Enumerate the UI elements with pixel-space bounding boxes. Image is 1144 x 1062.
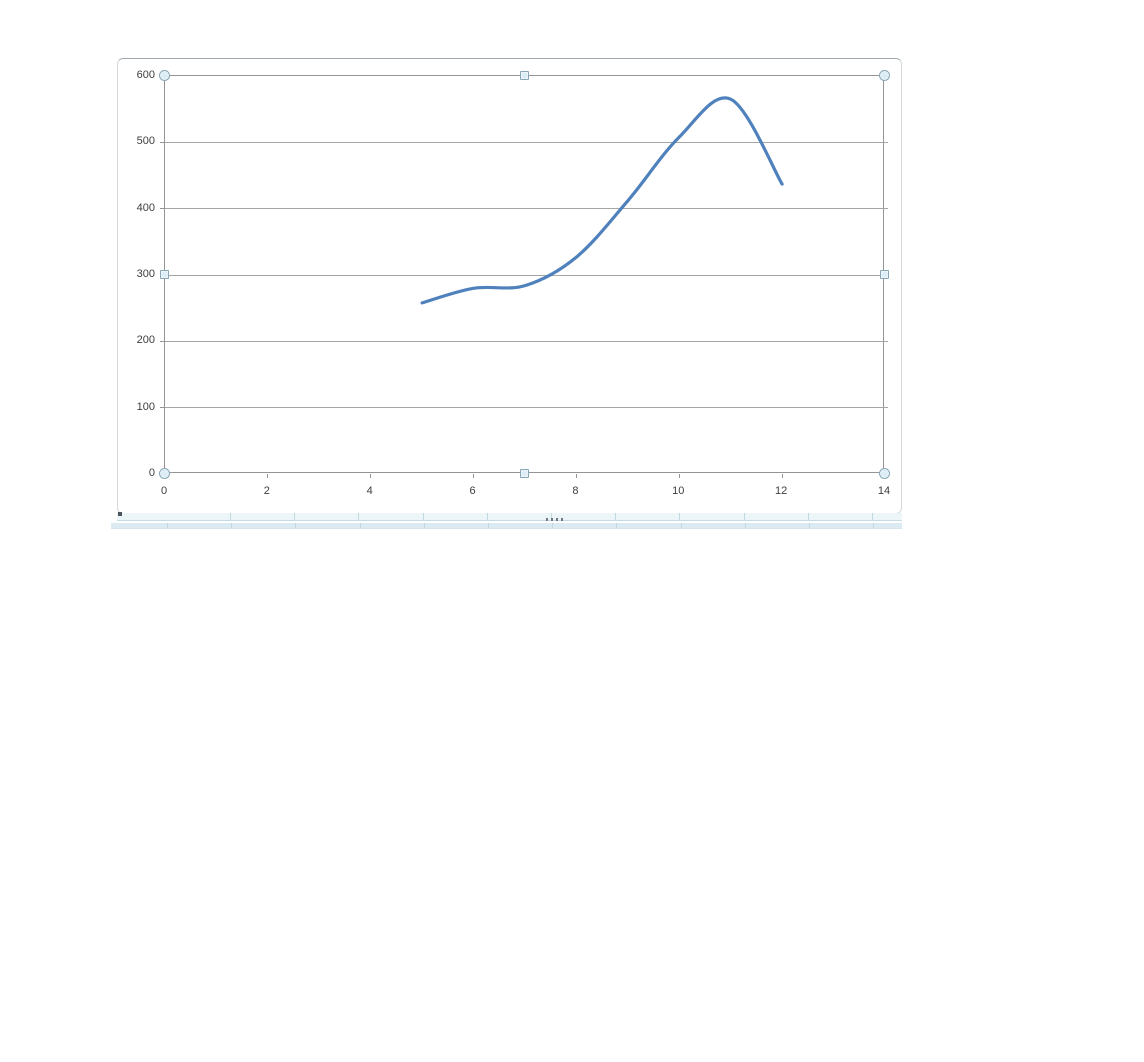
x-tick-4 (370, 474, 372, 478)
selection-handle-middle-right[interactable] (879, 269, 889, 279)
corner-chip (118, 512, 122, 516)
x-tick-2 (267, 474, 269, 478)
strip-cell-divider (552, 523, 554, 528)
selection-handle-top-left[interactable] (158, 69, 170, 81)
strip-cell-divider (551, 513, 552, 520)
strip-cell-divider (230, 513, 231, 520)
series-svg (420, 96, 784, 305)
x-axis-label-10: 10 (672, 485, 685, 497)
y-axis-label-100: 100 (136, 400, 155, 413)
x-tick-8 (575, 474, 577, 478)
gridline-y-500 (165, 141, 888, 143)
selection-handle-bottom-left[interactable] (158, 467, 170, 479)
selection-handle-top-middle[interactable] (519, 70, 529, 80)
plot-area[interactable] (160, 75, 888, 478)
gridline-y-400 (165, 208, 888, 210)
x-axis-label-2: 2 (263, 485, 270, 497)
strip-cell-divider (615, 513, 617, 520)
sheet-strip-row-2 (111, 523, 902, 529)
selection-handle-middle-left[interactable] (159, 269, 169, 279)
drag-grip-handle[interactable] (546, 517, 566, 521)
x-tick-12 (781, 474, 783, 478)
strip-cell-divider (807, 513, 809, 520)
strip-cell-divider (295, 523, 297, 528)
strip-cell-divider (486, 513, 488, 520)
strip-cell-divider (359, 523, 361, 528)
selection-handle-top-right[interactable] (878, 69, 890, 81)
y-axis-label-400: 400 (136, 201, 155, 214)
y-axis-label-200: 200 (136, 334, 155, 347)
strip-cell-divider (873, 523, 875, 528)
y-tick-100 (160, 407, 164, 409)
x-axis-label-0: 0 (160, 485, 168, 497)
x-axis-label-14: 14 (877, 485, 891, 497)
strip-cell-divider (167, 523, 168, 528)
grip-dot (561, 517, 563, 521)
sheet-strip-row-1 (117, 513, 902, 521)
gridline-y-200 (165, 340, 888, 342)
strip-cell-divider (680, 523, 682, 528)
y-axis-label-300: 300 (136, 268, 155, 280)
strip-cell-divider (809, 523, 810, 528)
y-tick-400 (160, 208, 164, 210)
series-line[interactable] (420, 96, 784, 305)
x-axis-label-4: 4 (366, 485, 373, 497)
strip-cell-divider (358, 513, 360, 520)
strip-cell-divider (294, 513, 296, 520)
grip-dot (556, 517, 558, 521)
x-axis-label-12: 12 (775, 485, 788, 497)
chart-object-frame[interactable]: 0 100 200 300 400 500 600 0 2 4 6 8 10 12 14 (117, 58, 902, 514)
x-tick-6 (473, 474, 475, 478)
y-tick-500 (160, 141, 164, 143)
gridline-y-100 (165, 407, 888, 409)
grip-dot (546, 517, 548, 521)
y-axis-label-500: 500 (136, 135, 155, 148)
strip-cell-divider (872, 513, 873, 520)
y-tick-200 (160, 340, 164, 342)
strip-cell-divider (744, 523, 746, 528)
selection-handle-bottom-right[interactable] (878, 467, 890, 479)
strip-cell-divider (422, 513, 424, 520)
strip-cell-divider (488, 523, 489, 528)
x-axis-label-8: 8 (572, 485, 579, 497)
strip-cell-divider (679, 513, 681, 520)
x-tick-10 (678, 474, 680, 478)
strip-cell-divider (231, 523, 233, 528)
strip-cell-divider (423, 523, 425, 528)
strip-cell-divider (743, 513, 745, 520)
x-axis-label-6: 6 (469, 485, 476, 497)
gridline-y-300 (165, 274, 888, 276)
y-axis-label-600: 600 (136, 69, 155, 81)
y-axis-label-0: 0 (148, 467, 155, 479)
selection-handle-bottom-middle[interactable] (519, 468, 529, 478)
grip-dot (551, 517, 553, 521)
strip-cell-divider (616, 523, 618, 528)
